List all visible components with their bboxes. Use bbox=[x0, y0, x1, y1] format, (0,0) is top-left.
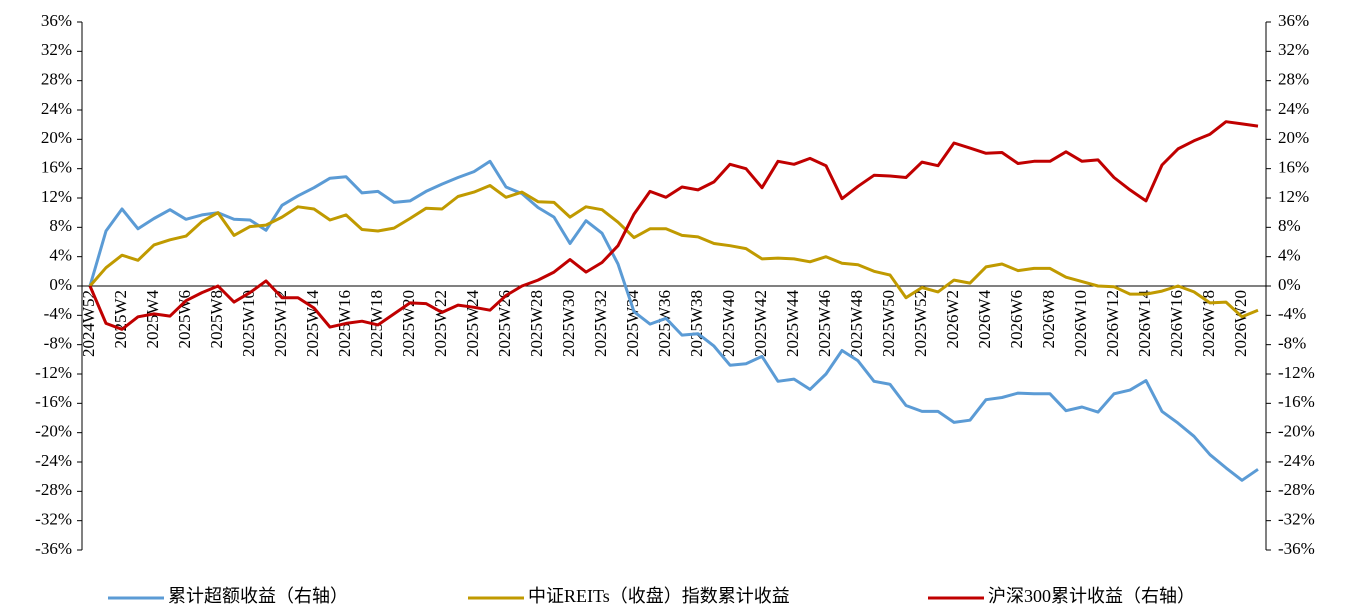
y2-tick-label: -20% bbox=[1278, 422, 1315, 441]
series-line bbox=[88, 184, 1259, 319]
x-tick-label: 2026W20 bbox=[1231, 290, 1250, 357]
y2-tick-label: 4% bbox=[1278, 246, 1301, 265]
y-tick-label: -28% bbox=[35, 480, 72, 499]
x-tick-label: 2026W16 bbox=[1167, 290, 1186, 357]
x-tick-label: 2025W26 bbox=[495, 290, 514, 357]
y2-tick-label: -8% bbox=[1278, 334, 1306, 353]
legend-label: 中证REITs（收盘）指数累计收益 bbox=[528, 586, 790, 606]
y2-tick-label: -36% bbox=[1278, 539, 1315, 558]
y2-tick-label: -32% bbox=[1278, 510, 1315, 529]
x-tick-label: 2025W50 bbox=[879, 290, 898, 357]
x-tick-label: 2025W10 bbox=[239, 290, 258, 357]
y2-tick-label: 0% bbox=[1278, 275, 1301, 294]
y2-tick-label: 16% bbox=[1278, 158, 1309, 177]
x-tick-label: 2025W46 bbox=[815, 290, 834, 357]
y-tick-label: 0% bbox=[49, 275, 72, 294]
y-tick-label: -12% bbox=[35, 363, 72, 382]
series-line bbox=[88, 120, 1259, 331]
x-tick-label: 2025W20 bbox=[399, 290, 418, 357]
y2-tick-label: -16% bbox=[1278, 392, 1315, 411]
x-tick-label: 2026W18 bbox=[1199, 290, 1218, 357]
y-tick-label: 20% bbox=[41, 128, 72, 147]
x-tick-label: 2025W44 bbox=[783, 290, 802, 358]
y-tick-label: 4% bbox=[49, 246, 72, 265]
x-tick-label: 2026W8 bbox=[1039, 290, 1058, 349]
y-tick-label: 32% bbox=[41, 40, 72, 59]
x-tick-label: 2025W38 bbox=[687, 290, 706, 357]
y-tick-label: 12% bbox=[41, 187, 72, 206]
x-tick-label: 2025W2 bbox=[111, 290, 130, 349]
x-tick-label: 2025W42 bbox=[751, 290, 770, 357]
x-tick-label: 2025W40 bbox=[719, 290, 738, 357]
x-tick-label: 2024W52 bbox=[79, 290, 98, 357]
y2-tick-label: 24% bbox=[1278, 99, 1309, 118]
y2-tick-label: 32% bbox=[1278, 40, 1309, 59]
y-tick-label: -24% bbox=[35, 451, 72, 470]
y-tick-label: 8% bbox=[49, 216, 72, 235]
x-tick-label: 2026W10 bbox=[1071, 290, 1090, 357]
x-tick-label: 2025W8 bbox=[207, 290, 226, 349]
x-tick-label: 2025W32 bbox=[591, 290, 610, 357]
y2-tick-label: -4% bbox=[1278, 304, 1306, 323]
x-tick-label: 2026W14 bbox=[1135, 290, 1154, 358]
y2-tick-label: 36% bbox=[1278, 11, 1309, 30]
x-tick-label: 2025W12 bbox=[271, 290, 290, 357]
y2-tick-label: -28% bbox=[1278, 480, 1315, 499]
y-tick-label: 16% bbox=[41, 158, 72, 177]
y-tick-label: 28% bbox=[41, 70, 72, 89]
y2-tick-label: -12% bbox=[1278, 363, 1315, 382]
x-tick-label: 2026W4 bbox=[975, 290, 994, 349]
y-tick-label: -16% bbox=[35, 392, 72, 411]
x-tick-label: 2025W48 bbox=[847, 290, 866, 357]
y2-tick-label: 20% bbox=[1278, 128, 1309, 147]
y-tick-label: -8% bbox=[44, 334, 72, 353]
x-tick-label: 2025W4 bbox=[143, 290, 162, 349]
y-tick-label: -36% bbox=[35, 539, 72, 558]
legend-label: 累计超额收益（右轴） bbox=[168, 586, 348, 606]
y2-tick-label: 8% bbox=[1278, 216, 1301, 235]
x-tick-label: 2025W6 bbox=[175, 290, 194, 349]
series-line bbox=[88, 159, 1259, 482]
x-tick-label: 2025W52 bbox=[911, 290, 930, 357]
x-tick-label: 2026W6 bbox=[1007, 290, 1026, 349]
y-tick-label: 36% bbox=[41, 11, 72, 30]
y2-tick-label: 12% bbox=[1278, 187, 1309, 206]
x-tick-label: 2025W28 bbox=[527, 290, 546, 357]
x-tick-label: 2025W30 bbox=[559, 290, 578, 357]
y-tick-label: -20% bbox=[35, 422, 72, 441]
y2-tick-label: 28% bbox=[1278, 70, 1309, 89]
x-tick-label: 2026W12 bbox=[1103, 290, 1122, 357]
x-tick-label: 2026W2 bbox=[943, 290, 962, 349]
x-tick-label: 2025W36 bbox=[655, 290, 674, 357]
y-tick-label: -4% bbox=[44, 304, 72, 323]
x-tick-label: 2025W24 bbox=[463, 290, 482, 358]
y2-tick-label: -24% bbox=[1278, 451, 1315, 470]
x-tick-label: 2025W14 bbox=[303, 290, 322, 358]
legend-label: 沪深300累计收益（右轴） bbox=[988, 586, 1195, 606]
x-tick-label: 2025W34 bbox=[623, 290, 642, 358]
y-tick-label: 24% bbox=[41, 99, 72, 118]
y-tick-label: -32% bbox=[35, 510, 72, 529]
x-tick-label: 2025W22 bbox=[431, 290, 450, 357]
